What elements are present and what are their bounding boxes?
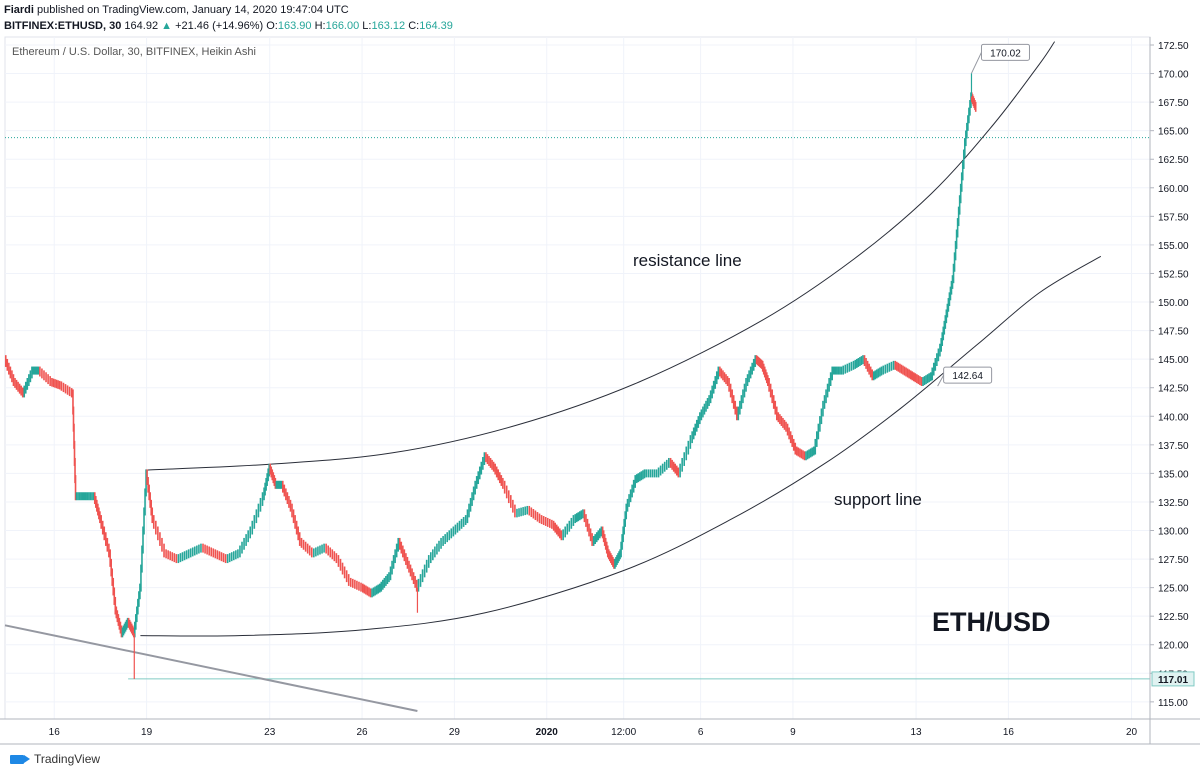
- y-tick-label: 172.50: [1158, 41, 1189, 52]
- y-tick-label: 140.00: [1158, 412, 1189, 423]
- support-line-label: support line: [834, 490, 922, 509]
- y-tick-label: 167.50: [1158, 98, 1189, 109]
- trend-line[interactable]: [4, 624, 418, 712]
- support-curve[interactable]: [140, 255, 1102, 637]
- y-tick-label: 137.50: [1158, 441, 1189, 452]
- resistance-curve[interactable]: [146, 41, 1056, 471]
- close-value: 164.39: [419, 20, 453, 32]
- symbol-label: BITFINEX:ETHUSD, 30: [4, 20, 122, 32]
- x-tick-label: 20: [1126, 727, 1138, 738]
- y-tick-label: 157.50: [1158, 212, 1189, 223]
- y-tick-label: 142.50: [1158, 384, 1189, 395]
- y-tick-label: 130.00: [1158, 527, 1189, 538]
- y-tick-label: 162.50: [1158, 155, 1189, 166]
- open-label: O:: [266, 20, 278, 32]
- axis-price-label: 117.01: [1158, 675, 1188, 686]
- up-arrow-icon: ▲: [161, 20, 173, 32]
- y-tick-label: 122.50: [1158, 612, 1189, 623]
- y-tick-label: 155.00: [1158, 241, 1189, 252]
- x-tick-label: 23: [264, 727, 276, 738]
- y-tick-label: 160.00: [1158, 184, 1189, 195]
- chart-title: Ethereum / U.S. Dollar, 30, BITFINEX, He…: [12, 46, 256, 58]
- x-tick-label: 2020: [536, 727, 559, 738]
- high-callout-label: 170.02: [990, 48, 1021, 59]
- high-callout-box[interactable]: [980, 43, 1030, 61]
- x-tick-label: 16: [1003, 727, 1015, 738]
- chart-watermark: ETH/USD: [932, 607, 1051, 637]
- publish-info: published on TradingView.com, January 14…: [37, 4, 349, 16]
- y-tick-label: 115.00: [1158, 698, 1188, 709]
- x-tick-label: 6: [698, 727, 704, 738]
- low-callout-box[interactable]: [943, 366, 993, 384]
- footer-brand[interactable]: TradingView: [10, 752, 100, 766]
- quote-bar: BITFINEX:ETHUSD, 30 164.92 ▲ +21.46 (+14…: [4, 19, 453, 33]
- y-tick-label: 125.00: [1158, 584, 1189, 595]
- publish-header: Fiardi published on TradingView.com, Jan…: [4, 3, 349, 18]
- high-value: 166.00: [325, 20, 360, 32]
- y-tick-label: 145.00: [1158, 355, 1189, 366]
- x-tick-label: 16: [49, 727, 61, 738]
- x-tick-label: 26: [356, 727, 368, 738]
- price-change: +21.46 (+14.96%): [175, 20, 264, 32]
- x-tick-label: 29: [449, 727, 461, 738]
- x-tick-label: 12:00: [611, 727, 636, 738]
- x-tick-label: 13: [911, 727, 923, 738]
- y-tick-label: 147.50: [1158, 327, 1189, 338]
- x-tick-label: 19: [141, 727, 153, 738]
- y-tick-label: 120.00: [1158, 641, 1189, 652]
- high-callout-pointer: [971, 52, 982, 74]
- y-tick-label: 152.50: [1158, 269, 1189, 280]
- resistance-line-label: resistance line: [633, 251, 742, 270]
- open-value: 163.90: [277, 20, 312, 32]
- high-label: H:: [314, 20, 326, 32]
- low-value: 163.12: [371, 20, 406, 32]
- brand-name: TradingView: [34, 752, 101, 766]
- author-name[interactable]: Fiardi: [4, 4, 34, 16]
- low-callout-label: 142.64: [952, 371, 983, 382]
- axis-price-box: [1151, 671, 1195, 687]
- y-tick-label: 165.00: [1158, 127, 1189, 138]
- x-tick-label: 9: [790, 727, 796, 738]
- y-tick-label: 135.00: [1158, 469, 1189, 480]
- low-label: L:: [362, 20, 372, 32]
- y-tick-label: 150.00: [1158, 298, 1189, 309]
- y-tick-label: 132.50: [1158, 498, 1189, 509]
- last-price: 164.92: [124, 20, 159, 32]
- low-callout-pointer: [937, 374, 945, 387]
- close-label: C:: [408, 20, 420, 32]
- y-tick-label: 127.50: [1158, 555, 1189, 566]
- tradingview-logo-icon: [10, 754, 30, 764]
- y-tick-label: 170.00: [1158, 70, 1189, 81]
